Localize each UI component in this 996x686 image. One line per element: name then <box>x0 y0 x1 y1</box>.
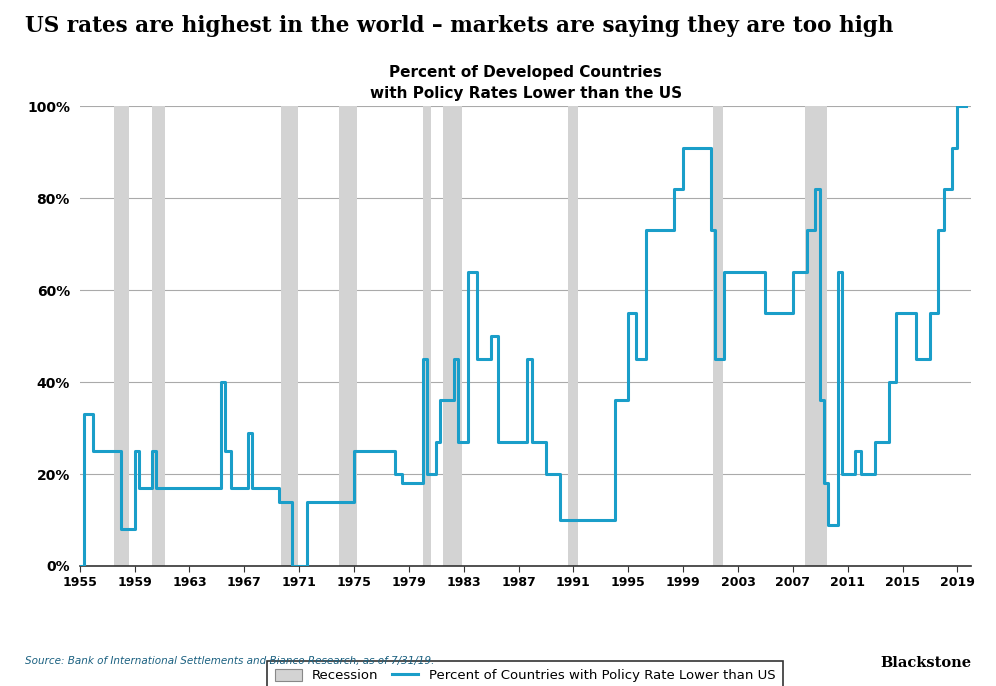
Bar <box>443 106 462 566</box>
Bar <box>805 106 827 566</box>
Bar <box>422 106 430 566</box>
Bar <box>281 106 298 566</box>
Text: Source: Bank of International Settlements and Bianco Research, as of 7/31/19.: Source: Bank of International Settlement… <box>25 656 434 666</box>
Text: with Policy Rates Lower than the US: with Policy Rates Lower than the US <box>370 86 682 101</box>
Bar <box>339 106 357 566</box>
Text: US rates are highest in the world – markets are saying they are too high: US rates are highest in the world – mark… <box>25 15 893 37</box>
Bar <box>713 106 723 566</box>
Text: Blackstone: Blackstone <box>880 656 971 670</box>
Bar <box>114 106 129 566</box>
Legend: Recession, Percent of Countries with Policy Rate Lower than US: Recession, Percent of Countries with Pol… <box>267 661 784 686</box>
Text: Percent of Developed Countries: Percent of Developed Countries <box>389 65 662 80</box>
Bar <box>568 106 578 566</box>
Bar <box>152 106 164 566</box>
